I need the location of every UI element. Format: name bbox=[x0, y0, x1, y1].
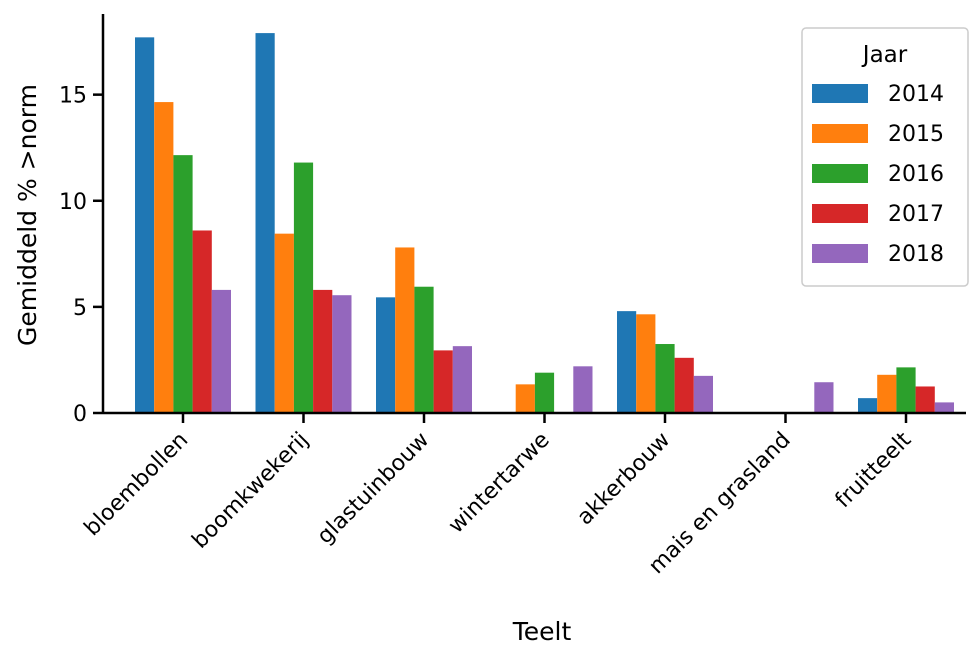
bar-2014-akkerbouw bbox=[617, 311, 637, 413]
bars-group bbox=[135, 33, 954, 413]
bar-2016-boomkwekerij bbox=[293, 162, 314, 413]
legend: Jaar 2014 2015 2016 2017 2018 bbox=[801, 27, 969, 287]
legend-title: Jaar bbox=[861, 42, 908, 68]
bar-2016-glastuinbouw bbox=[414, 286, 434, 413]
legend-swatch-2015 bbox=[812, 124, 868, 143]
bar-2016-wintertarwe bbox=[534, 372, 555, 413]
bar-2014-fruitteelt bbox=[858, 398, 878, 413]
y-tick-label: 5 bbox=[73, 296, 87, 321]
bar-2017-glastuinbouw bbox=[433, 350, 453, 413]
bar-2017-boomkwekerij bbox=[313, 289, 333, 413]
bar-2017-fruitteelt bbox=[915, 386, 935, 413]
y-tick-label: 10 bbox=[59, 190, 87, 215]
bar-2016-bloembollen bbox=[173, 155, 193, 413]
bar-2018-bloembollen bbox=[211, 289, 231, 413]
y-tick-label: 15 bbox=[59, 84, 87, 109]
bar-2018-boomkwekerij bbox=[332, 295, 352, 413]
bar-2015-bloembollen bbox=[154, 102, 174, 413]
bar-2017-akkerbouw bbox=[674, 357, 694, 413]
x-tick-label: akkerbouw bbox=[573, 428, 676, 531]
bar-2015-glastuinbouw bbox=[395, 247, 415, 413]
bar-2016-akkerbouw bbox=[655, 344, 675, 413]
x-tick-label: glastuinbouw bbox=[313, 428, 435, 550]
legend-label-2016: 2016 bbox=[888, 162, 944, 187]
legend-swatch-2014 bbox=[812, 84, 868, 103]
x-tick-label: fruitteelt bbox=[831, 427, 917, 513]
bar-2014-glastuinbouw bbox=[376, 297, 396, 413]
y-tick-label: 0 bbox=[73, 402, 87, 427]
bar-2015-wintertarwe bbox=[515, 384, 535, 413]
bar-2018-glastuinbouw bbox=[452, 346, 472, 413]
bar-2014-boomkwekerij bbox=[255, 33, 275, 413]
x-tick-label: wintertarwe bbox=[444, 428, 555, 539]
legend-swatch-2016 bbox=[812, 164, 868, 183]
legend-label-2018: 2018 bbox=[888, 242, 944, 267]
x-tick-label: bloembollen bbox=[80, 428, 194, 542]
bar-2015-akkerbouw bbox=[636, 314, 656, 413]
bar-2017-bloembollen bbox=[192, 230, 212, 413]
bar-2014-bloembollen bbox=[135, 37, 155, 413]
legend-swatch-2017 bbox=[812, 204, 868, 223]
y-axis-title: Gemiddeld % >norm bbox=[13, 84, 42, 346]
legend-items: 2014 2015 2016 2017 2018 bbox=[812, 82, 944, 267]
bar-2018-akkerbouw bbox=[693, 375, 713, 413]
legend-label-2015: 2015 bbox=[888, 122, 944, 147]
bar-2018-mais-en-grasland bbox=[814, 382, 834, 413]
y-axis-ticks: 0 5 10 15 bbox=[59, 84, 103, 427]
legend-swatch-2018 bbox=[812, 244, 868, 263]
bar-2016-fruitteelt bbox=[896, 367, 916, 413]
x-axis-title: Teelt bbox=[512, 617, 572, 646]
legend-label-2017: 2017 bbox=[888, 202, 944, 227]
legend-label-2014: 2014 bbox=[888, 82, 944, 107]
bar-2015-fruitteelt bbox=[877, 374, 897, 413]
bar-2018-wintertarwe bbox=[573, 366, 593, 413]
bar-2018-fruitteelt bbox=[934, 402, 954, 413]
bar-2015-boomkwekerij bbox=[274, 233, 294, 413]
x-tick-label: boomkwekerij bbox=[188, 428, 314, 554]
